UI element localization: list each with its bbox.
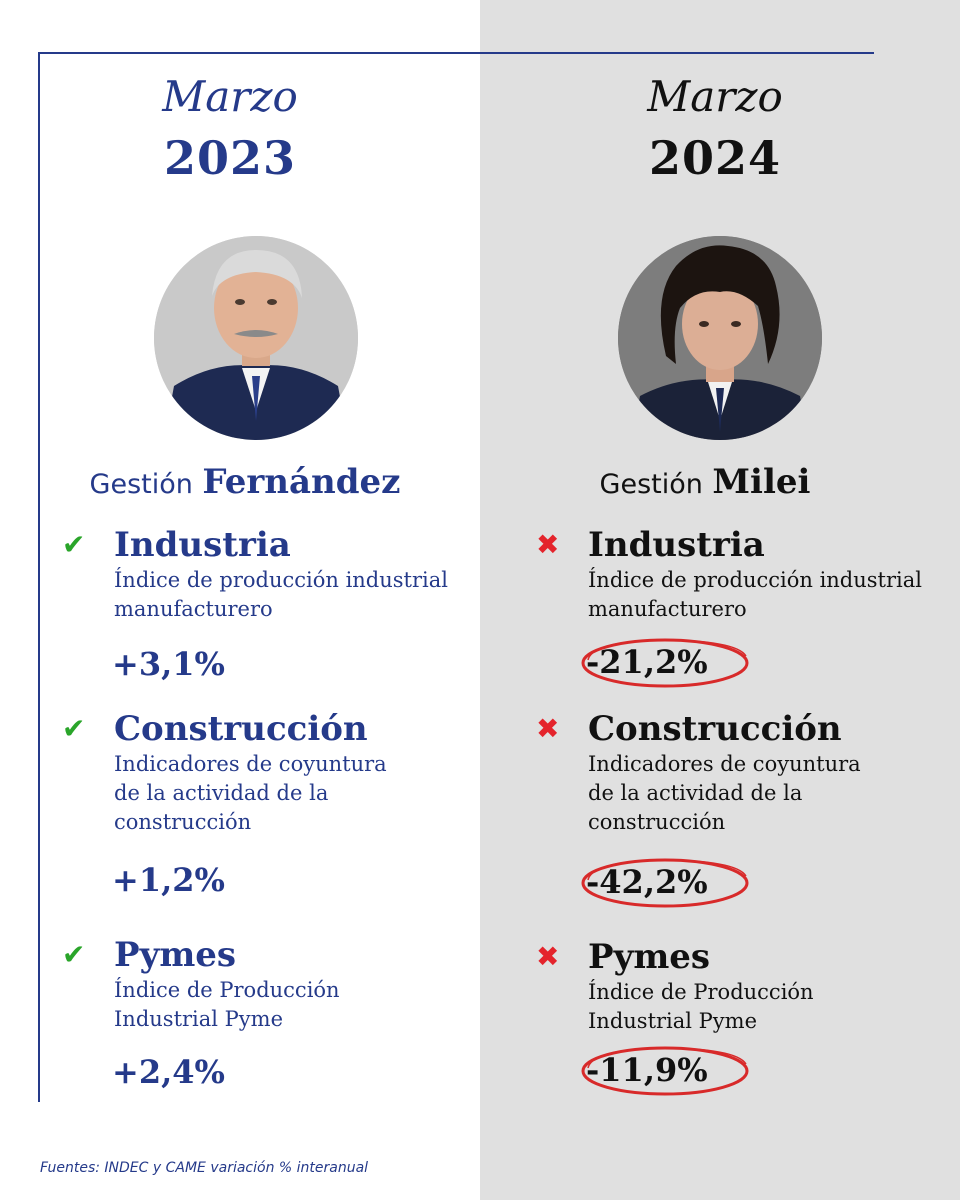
pymes-section: ✖ Pymes Índice de Producción Industrial … bbox=[536, 934, 936, 1096]
frame-left-line bbox=[38, 52, 40, 1102]
fernandez-portrait-illustration bbox=[154, 236, 358, 440]
cross-icon: ✖ bbox=[536, 940, 560, 973]
pymes-value-text: -11,9% bbox=[586, 1051, 708, 1089]
pymes-desc-line: Índice de Producción bbox=[588, 980, 814, 1004]
industria-desc-line: Índice de producción industrial bbox=[114, 568, 448, 592]
cross-icon: ✖ bbox=[536, 712, 560, 745]
construccion-title: Construcción bbox=[114, 709, 368, 749]
gestion-word: Gestión bbox=[89, 469, 193, 500]
gestion-word: Gestión bbox=[599, 469, 703, 500]
construccion-desc-line: de la actividad de la bbox=[114, 781, 329, 805]
right-column-2024: Marzo 2024 Gestión Milei ✖ Industria Índ… bbox=[480, 0, 960, 1200]
pymes-section: ✔ Pymes Índice de Producción Industrial … bbox=[62, 932, 462, 1092]
year-label: 2024 bbox=[648, 131, 782, 185]
sources-footnote: Fuentes: INDEC y CAME variación % intera… bbox=[40, 1160, 369, 1176]
industria-title: Industria bbox=[588, 525, 765, 565]
construccion-description: Indicadores de coyuntura de la actividad… bbox=[114, 750, 474, 837]
gestion-name: Fernández bbox=[202, 462, 401, 502]
industria-section: ✖ Industria Índice de producción industr… bbox=[536, 522, 936, 692]
cross-icon: ✖ bbox=[536, 528, 560, 561]
construccion-desc-line: construcción bbox=[588, 810, 726, 834]
milei-portrait-illustration bbox=[618, 236, 822, 440]
pymes-title: Pymes bbox=[588, 937, 711, 977]
check-icon: ✔ bbox=[62, 712, 86, 745]
construccion-desc-line: Indicadores de coyuntura bbox=[588, 752, 861, 776]
industria-section: ✔ Industria Índice de producción industr… bbox=[62, 522, 462, 683]
construccion-section: ✔ Construcción Indicadores de coyuntura … bbox=[62, 706, 462, 906]
pymes-title: Pymes bbox=[114, 935, 237, 975]
month-label: Marzo bbox=[162, 72, 298, 121]
month-label: Marzo bbox=[647, 72, 783, 121]
red-circle-annotation bbox=[581, 858, 749, 908]
frame-top-line bbox=[38, 52, 874, 54]
industria-value: +3,1% bbox=[112, 645, 225, 683]
pymes-value: +2,4% bbox=[112, 1053, 225, 1091]
construccion-value: +1,2% bbox=[112, 861, 225, 899]
milei-portrait bbox=[618, 236, 822, 440]
red-circle-annotation bbox=[581, 638, 749, 688]
pymes-desc-line: Industrial Pyme bbox=[588, 1009, 758, 1033]
industria-value: -21,2% bbox=[581, 638, 749, 688]
industria-description: Índice de producción industrial manufact… bbox=[588, 566, 948, 624]
red-circle-annotation bbox=[581, 1046, 749, 1096]
pymes-description: Índice de Producción Industrial Pyme bbox=[114, 976, 474, 1034]
construccion-description: Indicadores de coyuntura de la actividad… bbox=[588, 750, 948, 837]
pymes-description: Índice de Producción Industrial Pyme bbox=[588, 978, 948, 1036]
industria-value-text: -21,2% bbox=[586, 643, 708, 681]
year-label: 2023 bbox=[163, 131, 297, 185]
gestion-label: Gestión Milei bbox=[465, 460, 945, 507]
industria-title: Industria bbox=[114, 525, 291, 565]
industria-desc-line: Índice de producción industrial bbox=[588, 568, 922, 592]
check-icon: ✔ bbox=[62, 528, 86, 561]
gestion-name: Milei bbox=[712, 462, 811, 502]
check-icon: ✔ bbox=[62, 938, 86, 971]
pymes-value: -11,9% bbox=[581, 1046, 749, 1096]
industria-desc-line: manufacturero bbox=[114, 597, 273, 621]
right-panel-background bbox=[480, 0, 960, 1200]
fernandez-portrait bbox=[154, 236, 358, 440]
pymes-desc-line: Industrial Pyme bbox=[114, 1007, 284, 1031]
industria-desc-line: manufacturero bbox=[588, 597, 747, 621]
industria-description: Índice de producción industrial manufact… bbox=[114, 566, 474, 624]
construccion-section: ✖ Construcción Indicadores de coyuntura … bbox=[536, 706, 936, 916]
construccion-desc-line: construcción bbox=[114, 810, 252, 834]
construccion-value-text: -42,2% bbox=[586, 863, 708, 901]
construccion-title: Construcción bbox=[588, 709, 842, 749]
left-column-2023: Marzo 2023 Gestión Fernández ✔ Industria… bbox=[62, 72, 462, 1092]
construccion-desc-line: de la actividad de la bbox=[588, 781, 803, 805]
pymes-desc-line: Índice de Producción bbox=[114, 978, 340, 1002]
gestion-label: Gestión Fernández bbox=[5, 460, 485, 507]
construccion-value: -42,2% bbox=[581, 858, 749, 908]
construccion-desc-line: Indicadores de coyuntura bbox=[114, 752, 387, 776]
